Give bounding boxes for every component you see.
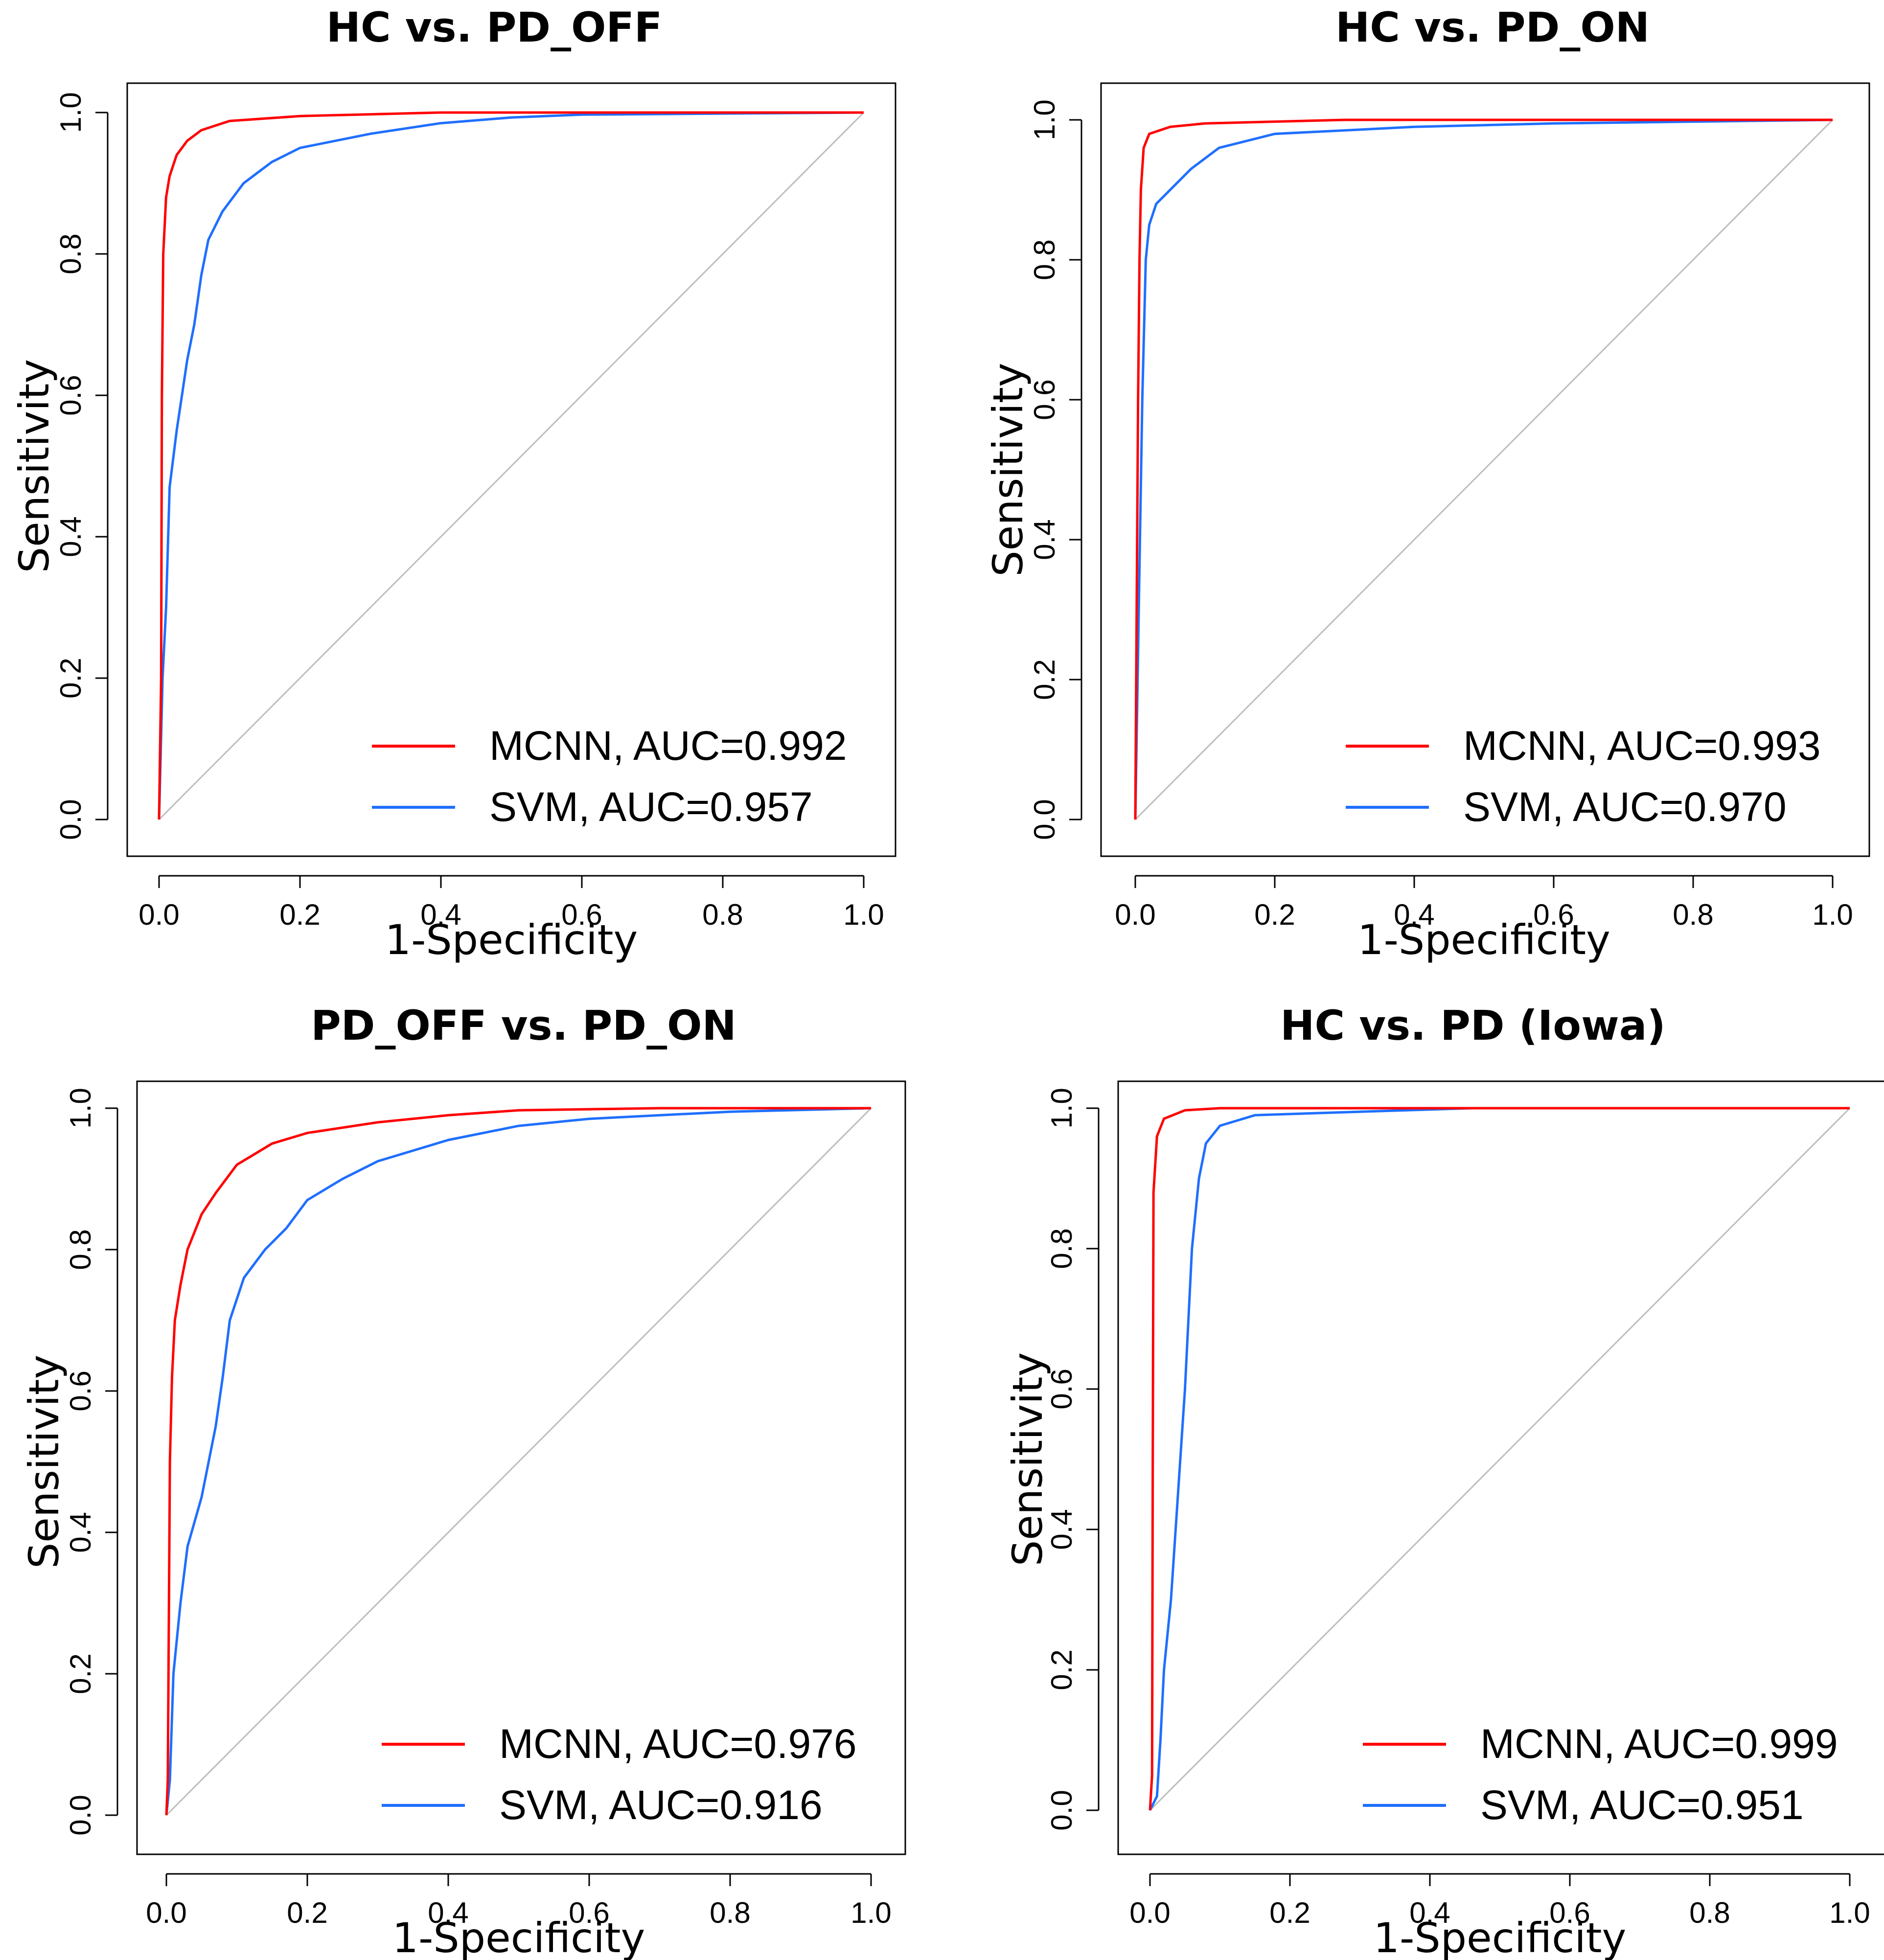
x-tick-label: 0.8 bbox=[1673, 898, 1713, 931]
roc-panel-1: HC vs. PD_OFF 0.0 0.2 0.4 0.6 0.8 1.0 0.0 0.2 0.4… bbox=[10, 3, 896, 964]
chart-title: HC vs. PD (Iowa) bbox=[1280, 1002, 1666, 1049]
chart-title: HC vs. PD_OFF bbox=[326, 3, 663, 51]
y-tick-label: 0.0 bbox=[64, 1795, 97, 1835]
svm-roc-curve bbox=[1134, 118, 1833, 820]
x-tick-label: 0.0 bbox=[1115, 898, 1155, 931]
svm-roc-curve bbox=[158, 111, 864, 820]
x-tick-label: 0.6 bbox=[1549, 1896, 1590, 1929]
x-tick-label: 1.0 bbox=[850, 1896, 891, 1929]
y-tick-label: 0.2 bbox=[1028, 659, 1061, 700]
plot-frame bbox=[126, 82, 896, 857]
legend-label-mcnn: MCNN, AUC=0.993 bbox=[1463, 723, 1821, 769]
x-tick-label: 0.6 bbox=[561, 898, 602, 931]
y-tick-label: 0.6 bbox=[54, 375, 87, 415]
legend-label-mcnn: MCNN, AUC=0.976 bbox=[499, 1721, 857, 1767]
y-tick-label: 1.0 bbox=[64, 1088, 97, 1128]
x-tick-label: 0.0 bbox=[138, 898, 179, 931]
legend-label-svm: SVM, AUC=0.951 bbox=[1480, 1782, 1804, 1828]
legend-label-svm: SVM, AUC=0.916 bbox=[499, 1782, 823, 1828]
y-tick-label: 1.0 bbox=[54, 92, 87, 133]
x-tick-label: 0.0 bbox=[1129, 1896, 1170, 1929]
legend-label-mcnn: MCNN, AUC=0.992 bbox=[489, 723, 847, 769]
x-axis-label: 1-Specificity bbox=[385, 916, 638, 964]
y-tick-label: 0.4 bbox=[1045, 1509, 1078, 1550]
x-tick-label: 0.4 bbox=[1394, 898, 1434, 931]
x-axis-label: 1-Specificity bbox=[392, 1914, 645, 1960]
x-tick-label: 0.8 bbox=[710, 1896, 750, 1929]
mcnn-roc-curve bbox=[158, 111, 864, 820]
x-tick-label: 1.0 bbox=[843, 898, 884, 931]
x-tick-label: 0.2 bbox=[1254, 898, 1295, 931]
x-tick-label: 0.8 bbox=[702, 898, 743, 931]
y-axis-label: Sensitivity bbox=[984, 363, 1032, 576]
plot-frame bbox=[136, 1080, 906, 1855]
roc-panel-3: PD_OFF vs. PD_ON 0.0 0.2 0.4 0.6 0.8 1.0 0.0 0.2… bbox=[20, 1002, 906, 1960]
x-tick-label: 0.2 bbox=[279, 898, 320, 931]
y-tick-label: 0.8 bbox=[64, 1229, 97, 1270]
reference-diagonal bbox=[1149, 1107, 1851, 1811]
legend-label-mcnn: MCNN, AUC=0.999 bbox=[1480, 1721, 1838, 1767]
x-tick-label: 0.4 bbox=[1409, 1896, 1450, 1929]
svm-roc-curve bbox=[165, 1107, 872, 1816]
y-tick-label: 0.6 bbox=[64, 1370, 97, 1411]
y-tick-label: 1.0 bbox=[1028, 99, 1061, 140]
reference-diagonal bbox=[158, 112, 865, 820]
y-tick-label: 0.8 bbox=[54, 233, 87, 274]
y-tick-label: 0.2 bbox=[54, 658, 87, 698]
reference-diagonal bbox=[165, 1107, 872, 1816]
svm-roc-curve bbox=[1149, 1107, 1850, 1811]
chart-title: HC vs. PD_ON bbox=[1335, 3, 1650, 51]
y-tick-label: 0.0 bbox=[1045, 1790, 1078, 1830]
y-tick-label: 0.8 bbox=[1045, 1228, 1078, 1269]
x-axis-label: 1-Specificity bbox=[1357, 916, 1610, 964]
y-tick-label: 0.2 bbox=[64, 1653, 97, 1694]
x-tick-label: 1.0 bbox=[1812, 898, 1853, 931]
x-tick-label: 0.2 bbox=[287, 1896, 327, 1929]
y-tick-label: 1.0 bbox=[1045, 1088, 1078, 1128]
x-tick-label: 0.8 bbox=[1689, 1896, 1730, 1929]
roc-panel-4: HC vs. PD (Iowa) 0.0 0.2 0.4 0.6 0.8 1.0 0.0 0.2… bbox=[1004, 1002, 1884, 1960]
y-tick-label: 0.4 bbox=[54, 516, 87, 557]
x-tick-label: 1.0 bbox=[1829, 1896, 1870, 1929]
legend-label-svm: SVM, AUC=0.970 bbox=[1463, 784, 1787, 830]
y-axis-label: Sensitivity bbox=[10, 359, 58, 573]
roc-panel-2: HC vs. PD_ON 0.0 0.2 0.4 0.6 0.8 1.0 0.0 0.2 0.4 0… bbox=[984, 3, 1870, 964]
x-tick-label: 0.2 bbox=[1269, 1896, 1310, 1929]
x-tick-label: 0.4 bbox=[420, 898, 461, 931]
x-tick-label: 0.6 bbox=[1533, 898, 1574, 931]
x-tick-label: 0.4 bbox=[428, 1896, 468, 1929]
y-tick-label: 0.8 bbox=[1028, 239, 1061, 280]
legend-label-svm: SVM, AUC=0.957 bbox=[489, 784, 813, 830]
plot-frame bbox=[1117, 1080, 1884, 1855]
y-tick-label: 0.0 bbox=[1028, 799, 1061, 840]
x-tick-label: 0.0 bbox=[146, 1896, 186, 1929]
mcnn-roc-curve bbox=[165, 1107, 871, 1816]
y-tick-label: 0.0 bbox=[54, 799, 87, 840]
y-tick-label: 0.6 bbox=[1028, 379, 1061, 420]
y-axis-label: Sensitivity bbox=[1004, 1352, 1052, 1566]
y-tick-label: 0.2 bbox=[1045, 1649, 1078, 1690]
plot-frame bbox=[1100, 82, 1870, 857]
mcnn-roc-curve bbox=[1149, 1107, 1850, 1811]
y-tick-label: 0.4 bbox=[64, 1512, 97, 1552]
chart-title: PD_OFF vs. PD_ON bbox=[311, 1002, 736, 1049]
y-axis-label: Sensitivity bbox=[20, 1355, 68, 1569]
mcnn-roc-curve bbox=[1134, 118, 1833, 820]
y-tick-label: 0.4 bbox=[1028, 519, 1061, 560]
x-axis-label: 1-Specificity bbox=[1374, 1914, 1627, 1960]
y-tick-label: 0.6 bbox=[1045, 1368, 1078, 1409]
reference-diagonal bbox=[1134, 119, 1834, 820]
x-tick-label: 0.6 bbox=[569, 1896, 609, 1929]
